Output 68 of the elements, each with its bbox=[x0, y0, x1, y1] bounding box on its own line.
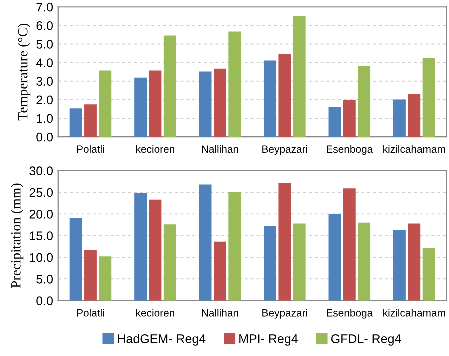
bar bbox=[214, 68, 226, 138]
y-tick-label: 4.0 bbox=[36, 58, 54, 68]
bar bbox=[343, 188, 356, 301]
x-tick-label: kecioren bbox=[136, 145, 174, 154]
y-tick-label: 20.0 bbox=[30, 210, 54, 219]
y-tick-label: 30.0 bbox=[30, 166, 54, 176]
bar bbox=[164, 36, 176, 138]
bar bbox=[264, 60, 276, 138]
x-tick-label: Esenboga bbox=[327, 145, 374, 156]
bar bbox=[358, 222, 371, 301]
bar bbox=[422, 248, 436, 301]
y-tick-label: 5.0 bbox=[36, 40, 54, 49]
bar bbox=[278, 183, 292, 301]
bar bbox=[408, 94, 421, 138]
bar bbox=[164, 224, 176, 301]
bar bbox=[134, 78, 148, 138]
x-tick-label: Polatli bbox=[77, 145, 104, 154]
y-tick-label: 0.0 bbox=[36, 132, 54, 142]
bar bbox=[422, 58, 436, 138]
bar bbox=[99, 256, 112, 301]
x-tick-label: Polatli bbox=[77, 309, 104, 317]
bar bbox=[358, 66, 371, 138]
bar bbox=[199, 72, 212, 138]
y-axis-title: Temperature (°C) bbox=[18, 24, 31, 121]
bar bbox=[70, 218, 82, 301]
bar bbox=[228, 192, 242, 301]
y-tick-label: 0.0 bbox=[36, 296, 54, 306]
bar bbox=[149, 70, 162, 138]
x-tick-label: Esenboga bbox=[327, 309, 374, 319]
legend-label: HadGEM- Reg4 bbox=[118, 334, 206, 346]
x-tick-label: Nallihan bbox=[202, 309, 238, 317]
y-tick-label: 2.0 bbox=[36, 96, 54, 105]
bar bbox=[394, 100, 406, 138]
bar bbox=[228, 32, 242, 138]
y-tick-label: 1.0 bbox=[37, 114, 54, 124]
x-tick-label: kecioren bbox=[136, 309, 174, 317]
y-tick-label: 25.0 bbox=[30, 188, 54, 198]
bar bbox=[84, 104, 97, 138]
legend-label: GFDL- Reg4 bbox=[331, 334, 402, 346]
y-tick-label: 6.0 bbox=[36, 21, 54, 30]
bar bbox=[134, 193, 148, 301]
bar bbox=[328, 214, 342, 301]
bar bbox=[199, 184, 212, 301]
x-tick-label: Beypazari bbox=[262, 145, 308, 156]
legend-label: MPI- Reg4 bbox=[240, 334, 298, 346]
y-tick-label: 15.0 bbox=[30, 232, 54, 240]
y-tick-label: 7.0 bbox=[36, 2, 54, 12]
bar bbox=[264, 226, 276, 301]
bar bbox=[84, 250, 97, 301]
x-tick-label: kizilcahamam bbox=[384, 145, 446, 154]
bar bbox=[278, 54, 292, 138]
x-tick-label: Nallihan bbox=[202, 145, 238, 154]
bar bbox=[293, 224, 306, 301]
y-tick-label: 10.0 bbox=[30, 253, 54, 262]
bar bbox=[293, 16, 306, 138]
x-tick-label: Beypazari bbox=[262, 309, 308, 319]
bar bbox=[214, 242, 226, 301]
bar bbox=[343, 100, 356, 138]
y-tick-label: 3.0 bbox=[36, 77, 54, 86]
y-axis-title: Precipitation (mm) bbox=[11, 184, 24, 288]
bar bbox=[99, 70, 112, 138]
y-tick-label: 5.0 bbox=[36, 274, 54, 284]
x-tick-label: kizilcahamam bbox=[384, 309, 446, 317]
bar bbox=[70, 108, 82, 138]
bar bbox=[394, 230, 406, 301]
bar bbox=[149, 200, 162, 301]
bar bbox=[408, 224, 421, 301]
bar bbox=[328, 107, 342, 138]
